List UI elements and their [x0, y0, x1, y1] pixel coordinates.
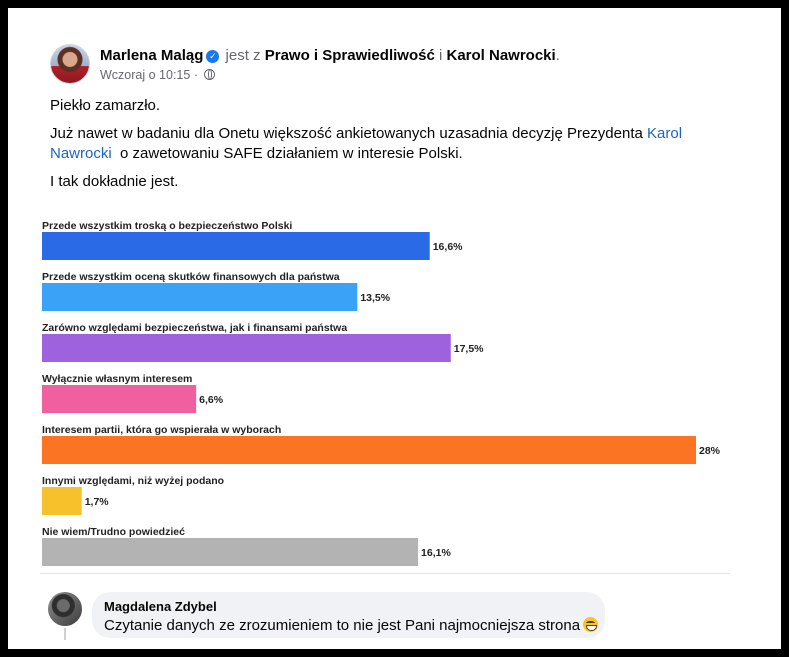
post-timestamp[interactable]: Wczoraj o 10:15 [100, 68, 191, 82]
bar-value-5: 28% [699, 445, 721, 457]
post-paragraph-2: Już nawet w badaniu dla Onetu większość … [50, 124, 690, 164]
mention-link[interactable]: Karol Nawrocki [50, 125, 683, 162]
bar-3 [42, 334, 451, 362]
commenter-name[interactable]: Magdalena Zdybel [104, 599, 217, 614]
thread-line [64, 628, 66, 640]
bar-value-3: 17,5% [454, 343, 484, 355]
verified-badge-icon: ✓ [206, 50, 220, 63]
post-meta: Wczoraj o 10:15 · [100, 68, 216, 82]
and-text: i [438, 47, 443, 64]
end-punct: . [555, 47, 560, 64]
para2-before: Już nawet w badaniu dla Onetu większość … [50, 125, 643, 142]
post-paragraph-3: I tak dokładnie jest. [50, 173, 179, 190]
comment-text: Czytanie danych ze zrozumieniem to nie j… [104, 617, 581, 634]
bar-label-1: Przede wszystkim troską o bezpieczeństwo… [42, 220, 292, 232]
with-text: jest z [225, 47, 261, 64]
bar-label-7: Nie wiem/Trudno powiedzieć [42, 526, 185, 538]
bar-6 [42, 487, 82, 515]
bar-label-6: Innymi względami, niż wyżej podano [42, 475, 224, 487]
bar-value-6: 1,7% [85, 496, 110, 508]
survey-bar-chart[interactable]: Przede wszystkim troską o bezpieczeństwo… [40, 208, 730, 574]
public-globe-icon[interactable] [204, 69, 216, 80]
bar-label-2: Przede wszystkim oceną skutków finansowy… [42, 271, 340, 283]
tag-person[interactable]: Karol Nawrocki [446, 47, 556, 64]
bar-value-1: 16,6% [433, 241, 463, 253]
bar-2 [42, 283, 358, 311]
bar-5 [42, 436, 696, 464]
bar-label-5: Interesem partii, która go wspierała w w… [42, 424, 281, 436]
bar-4 [42, 385, 197, 413]
commenter-avatar[interactable] [48, 592, 82, 626]
comment-bubble: Magdalena Zdybel Czytanie danych ze zroz… [92, 592, 605, 638]
bar-label-3: Zarówno względami bezpieczeństwa, jak i … [42, 322, 347, 334]
bar-value-2: 13,5% [360, 292, 390, 304]
grinning-emoji-icon [583, 617, 599, 632]
bar-1 [42, 232, 430, 260]
para2-after: o zawetowaniu SAFE działaniem w interesi… [120, 145, 463, 162]
author-avatar[interactable] [50, 44, 90, 84]
facebook-post-frame: Marlena Maląg ✓ jest z Prawo i Sprawiedli… [8, 8, 781, 649]
author-line: Marlena Maląg ✓ jest z Prawo i Sprawiedli… [100, 47, 560, 64]
bar-label-4: Wyłącznie własnym interesem [42, 373, 192, 385]
bar-value-7: 16,1% [421, 547, 451, 559]
bar-value-4: 6,6% [199, 394, 224, 406]
tag-party[interactable]: Prawo i Sprawiedliwość [264, 47, 435, 64]
bar-7 [42, 538, 419, 566]
comment-text-line: Czytanie danych ze zrozumieniem to nie j… [104, 617, 599, 634]
post-text: Piekło zamarzło. Już nawet w badaniu dla… [50, 96, 690, 200]
chart-svg: Przede wszystkim troską o bezpieczeństwo… [42, 220, 721, 566]
meta-separator: · [193, 68, 198, 82]
post-paragraph-1: Piekło zamarzło. [50, 97, 161, 114]
author-name[interactable]: Marlena Maląg [100, 47, 204, 64]
